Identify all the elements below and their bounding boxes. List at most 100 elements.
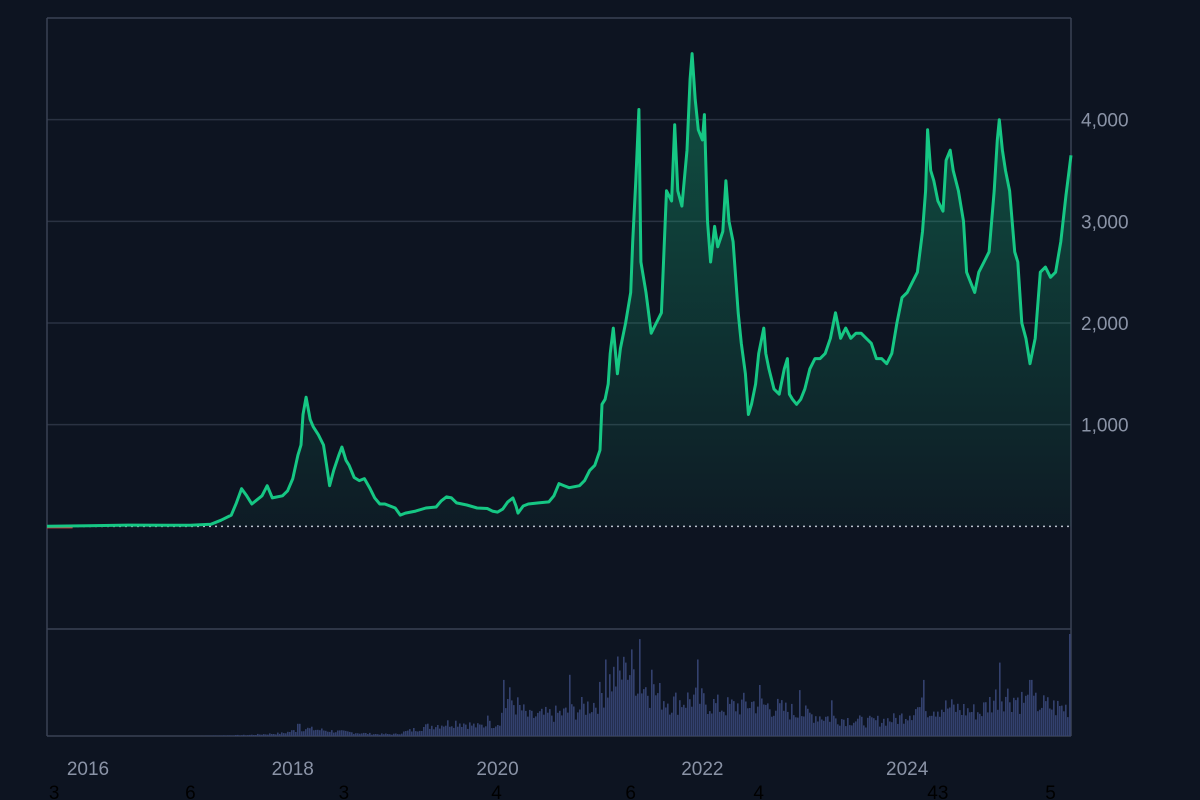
volume-bar	[979, 713, 981, 736]
volume-bar	[955, 711, 957, 736]
volume-bar	[501, 712, 503, 736]
volume-bar	[647, 695, 649, 736]
volume-bar	[383, 734, 385, 736]
volume-bar	[707, 714, 709, 736]
volume-bar	[223, 735, 225, 736]
volume-bar	[255, 735, 257, 736]
volume-bar	[273, 734, 275, 736]
volume-bar	[339, 730, 341, 736]
volume-bar	[239, 735, 241, 736]
volume-bar	[269, 733, 271, 736]
volume-bar	[307, 727, 309, 736]
volume-bar	[793, 715, 795, 736]
volume-bar	[715, 703, 717, 736]
volume-bar	[813, 722, 815, 736]
volume-bar	[681, 707, 683, 736]
volume-bar	[1003, 711, 1005, 736]
price-line	[46, 52, 1073, 528]
volume-bar	[675, 692, 677, 736]
volume-bar	[323, 730, 325, 736]
bottom-annotation: 3	[49, 783, 60, 800]
volume-bar	[581, 697, 583, 736]
volume-bar	[961, 715, 963, 736]
volume-bar	[541, 708, 543, 736]
volume-bar	[607, 697, 609, 736]
volume-bar	[359, 733, 361, 736]
volume-bar	[297, 723, 299, 736]
volume-bar	[231, 735, 233, 736]
volume-bar	[431, 725, 433, 736]
volume-bar	[331, 730, 333, 736]
volume-bar	[901, 713, 903, 736]
bottom-annotation: 43	[927, 783, 948, 800]
volume-bar	[445, 725, 447, 736]
volume-bar	[261, 734, 263, 736]
volume-bar	[659, 683, 661, 736]
volume-bar	[229, 735, 231, 736]
volume-bar	[505, 708, 507, 736]
volume-bar	[259, 734, 261, 736]
volume-bar	[677, 714, 679, 736]
volume-bar	[737, 703, 739, 736]
volume-bar	[495, 726, 497, 736]
bottom-annotation: 6	[185, 783, 196, 800]
volume-bar	[545, 706, 547, 736]
volume-bar	[469, 722, 471, 736]
volume-bar	[627, 679, 629, 736]
volume-bar	[755, 713, 757, 736]
volume-bar	[1053, 700, 1055, 736]
volume-bar	[951, 699, 953, 736]
volume-bar	[831, 700, 833, 736]
volume-bar	[333, 732, 335, 736]
volume-bar	[493, 728, 495, 736]
volume-bar	[649, 707, 651, 736]
volume-bar	[457, 726, 459, 736]
volume-bar	[759, 685, 761, 736]
volume-bar	[855, 721, 857, 736]
bottom-annotation: 4	[491, 783, 502, 800]
price-area-fill	[47, 53, 1071, 527]
volume-bar	[761, 698, 763, 736]
volume-bar	[549, 709, 551, 736]
volume-bar	[975, 719, 977, 736]
volume-bar	[877, 715, 879, 736]
volume-bar	[971, 712, 973, 736]
volume-bar	[745, 701, 747, 736]
volume-bar	[373, 734, 375, 736]
volume-bar	[213, 735, 215, 736]
volume-bar	[441, 725, 443, 736]
volume-bar	[719, 711, 721, 736]
volume-bar	[291, 730, 293, 736]
volume-bar	[1025, 695, 1027, 736]
volume-bar	[455, 720, 457, 736]
bottom-annotation: 6	[625, 783, 636, 800]
volume-bar	[227, 735, 229, 736]
volume-bar	[835, 718, 837, 736]
volume-bar	[663, 701, 665, 736]
volume-bar	[953, 704, 955, 736]
volume-bar	[245, 735, 247, 736]
volume-bar	[1069, 634, 1071, 736]
volume-bar	[1047, 697, 1049, 736]
volume-bar	[635, 695, 637, 736]
volume-bar	[977, 712, 979, 736]
volume-bar	[1001, 701, 1003, 736]
volume-bar	[585, 714, 587, 736]
volume-bar	[1021, 691, 1023, 736]
volume-bar	[655, 695, 657, 736]
volume-bar	[335, 732, 337, 736]
volume-bar	[843, 719, 845, 736]
volume-bar	[727, 697, 729, 736]
volume-bar	[859, 715, 861, 736]
volume-bar	[243, 734, 245, 736]
volume-bar	[321, 728, 323, 736]
volume-bar	[661, 709, 663, 736]
volume-bar	[385, 733, 387, 736]
volume-bar	[1015, 700, 1017, 736]
volume-bar	[973, 704, 975, 736]
volume-bar	[869, 715, 871, 736]
volume-bar	[775, 710, 777, 736]
volume-bar	[879, 726, 881, 736]
volume-bar	[575, 719, 577, 736]
volume-bar	[883, 718, 885, 736]
